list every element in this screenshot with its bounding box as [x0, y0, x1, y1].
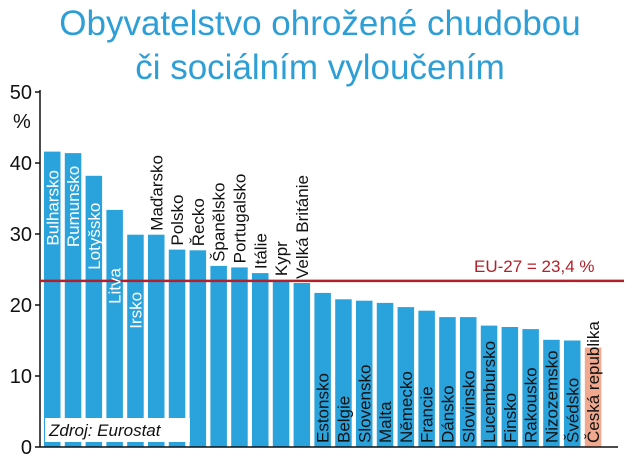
category-label-1: Bulharsko — [43, 170, 62, 246]
bar-5 — [127, 234, 144, 447]
bar-14 — [314, 292, 331, 447]
chart-title-line-1: Obyvatelstvo ohrožené chudobou — [59, 4, 581, 43]
category-label-18: Německo — [397, 371, 416, 443]
y-tick-label-40: 40 — [10, 153, 32, 175]
source-label-box — [45, 418, 190, 442]
bar-2 — [64, 153, 82, 447]
bar-7 — [168, 249, 186, 447]
bar-17 — [376, 302, 394, 447]
bar-20 — [439, 317, 456, 447]
chart-title: Obyvatelstvo ohrožené chudobou či sociál… — [0, 2, 640, 90]
category-label-4: Litva — [106, 267, 125, 303]
category-label-22: Lucembursko — [480, 341, 499, 443]
category-label-8: Řecko — [189, 198, 208, 246]
category-label-5: Irsko — [126, 292, 145, 329]
bar-10 — [231, 267, 248, 447]
y-tick-label-50: 50 — [10, 82, 32, 104]
eu-average-label: EU-27 = 23,4 % — [474, 257, 595, 276]
category-label-10: Portugalsko — [231, 174, 250, 264]
category-label-19: Francie — [418, 386, 437, 443]
category-label-25: Nizozemsko — [543, 350, 562, 443]
bar-22 — [480, 325, 498, 447]
bar-27 — [584, 347, 602, 447]
bar-8 — [189, 250, 207, 447]
category-label-23: Finsko — [501, 393, 520, 443]
y-tick-label-20: 20 — [10, 295, 32, 317]
category-label-11: Itálie — [251, 233, 270, 269]
source-label: Zdroj: Eurostat — [48, 421, 162, 440]
category-label-13: Velká Británie — [293, 175, 312, 279]
bar-3 — [85, 175, 103, 448]
bar-16 — [356, 300, 373, 447]
bar-4 — [106, 209, 123, 447]
category-label-24: Rakousko — [522, 367, 541, 443]
category-label-9: Španělsko — [210, 183, 229, 262]
bar-11 — [252, 273, 269, 447]
y-axis-unit-label: % — [13, 111, 31, 133]
category-label-6: Maďarsko — [147, 155, 166, 231]
bar-19 — [418, 310, 435, 447]
category-label-14: Estonsko — [314, 373, 333, 443]
bar-13 — [293, 283, 311, 447]
bar-21 — [460, 317, 477, 447]
category-label-17: Malta — [376, 401, 395, 443]
bar-23 — [501, 327, 519, 447]
bar-6 — [148, 234, 165, 447]
y-tick-label-0: 0 — [21, 437, 32, 459]
y-tick-label-10: 10 — [10, 366, 32, 388]
category-label-2: Rumunsko — [64, 166, 83, 247]
category-label-3: Lotyšsko — [85, 203, 104, 270]
y-axis: 0 10 20 30 40 50 — [10, 82, 618, 459]
category-label-16: Slovensko — [355, 365, 374, 443]
category-label-15: Belgie — [334, 396, 353, 443]
category-label-26: Švédsko — [563, 378, 582, 443]
category-label-12: Kypr — [272, 241, 291, 276]
bar-24 — [522, 329, 539, 447]
bar-1 — [44, 151, 61, 447]
category-label-7: Polsko — [168, 195, 187, 246]
bar-15 — [335, 299, 352, 447]
bars-group — [44, 151, 602, 448]
y-tick-label-30: 30 — [10, 224, 32, 246]
category-label-20: Dánsko — [438, 385, 457, 443]
bar-18 — [397, 307, 415, 447]
chart-title-line-2: či sociálním vyloučením — [135, 48, 505, 87]
category-label-27: Česká republika — [584, 321, 603, 443]
bar-26 — [564, 340, 581, 447]
category-label-21: Slovinsko — [459, 370, 478, 443]
bar-9 — [210, 265, 227, 447]
bar-12 — [272, 280, 290, 447]
bar-25 — [543, 339, 560, 447]
